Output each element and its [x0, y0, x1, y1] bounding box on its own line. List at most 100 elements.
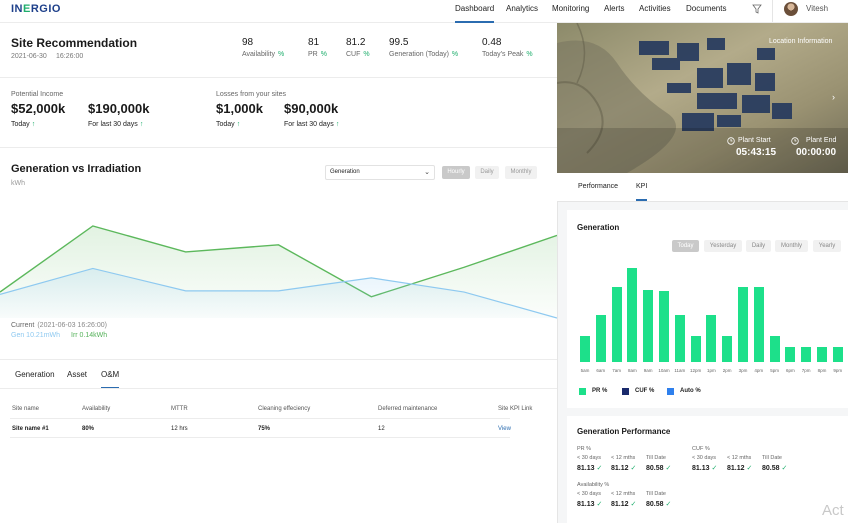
irradiation-line: [0, 267, 557, 319]
legend-label-cuf: CUF %: [635, 388, 655, 394]
kpi-cuf-value: 81.2: [346, 37, 366, 48]
bar-7pm[interactable]: [801, 347, 812, 362]
cell-site-name: Site name #1: [12, 426, 49, 432]
generation-line: [0, 225, 557, 298]
check-icon: ✓: [630, 501, 637, 508]
x-tick-label: 3pm: [738, 368, 748, 373]
avatar[interactable]: [784, 2, 798, 16]
legend-swatch-cuf: [622, 388, 629, 395]
range-monthly[interactable]: Monthly: [505, 166, 537, 179]
kpi-availability-label: Availability%: [242, 51, 284, 58]
bar-5am[interactable]: [580, 336, 590, 362]
username[interactable]: Vitesh: [806, 4, 829, 13]
x-tick-label: 2pm: [722, 368, 732, 373]
bar-7am[interactable]: [611, 287, 622, 362]
nav-alerts[interactable]: Alerts: [604, 4, 625, 13]
bar-6pm[interactable]: [785, 347, 796, 362]
view-link[interactable]: View: [498, 426, 511, 432]
cell-deferred: 12: [378, 426, 385, 432]
clock-icon: [727, 137, 735, 145]
bar-8am[interactable]: [627, 268, 638, 362]
perf-value-text: 80.58: [646, 501, 664, 508]
plant-start-label: Plant Start: [738, 137, 771, 144]
chevron-right-icon[interactable]: ›: [832, 92, 835, 102]
bar-1pm[interactable]: [706, 315, 717, 362]
range-yearly[interactable]: Yearly: [813, 240, 841, 252]
check-icon: ✓: [630, 465, 637, 472]
location-info-link[interactable]: Location Information: [769, 38, 833, 45]
bar-11am[interactable]: [674, 315, 685, 362]
check-icon: ✓: [781, 465, 788, 472]
chevron-down-icon: ⌄: [424, 169, 430, 176]
col-availability: Availability: [82, 406, 111, 412]
bar-6am[interactable]: [595, 315, 606, 362]
x-tick-label: 1pm: [707, 368, 716, 373]
bar-4pm[interactable]: [753, 287, 764, 362]
nav-analytics[interactable]: Analytics: [506, 4, 539, 13]
perf-value-text: 81.13: [577, 501, 595, 508]
x-tick-label: 7am: [612, 368, 621, 373]
tab-om[interactable]: O&M: [101, 370, 120, 389]
kpi-peak-text: Today's Peak: [482, 51, 524, 58]
current-timestamp: (2021-06-03 16:26:00): [37, 322, 108, 329]
x-tick-label: 8am: [628, 368, 637, 373]
metric-select-value: Generation: [330, 169, 360, 175]
x-tick-label: 9pm: [833, 368, 843, 373]
divider: [0, 388, 557, 389]
divider: [0, 147, 557, 148]
perf-value-text: 80.58: [762, 465, 780, 472]
tab-kpi[interactable]: KPI: [636, 183, 648, 201]
perf-value-text: 81.12: [611, 465, 629, 472]
tab-asset[interactable]: Asset: [67, 370, 88, 379]
irradiation-area: [0, 268, 557, 318]
check-icon: ✓: [596, 501, 603, 508]
x-tick-label: 4pm: [754, 368, 764, 373]
x-tick-label: 6pm: [786, 368, 795, 373]
potential-income-label: Potential Income: [11, 91, 64, 98]
range-hourly[interactable]: Hourly: [442, 166, 470, 179]
filter-icon[interactable]: [752, 4, 762, 14]
nav-monitoring[interactable]: Monitoring: [552, 4, 590, 13]
up-arrow-icon: ↑: [236, 121, 241, 128]
irr-current-value: Irr 0.14kWh: [71, 332, 108, 339]
perf-col-label: < 30 days: [577, 455, 602, 461]
metric-select[interactable]: Generation ⌄: [325, 165, 435, 180]
kpi-cuf-label: CUF%: [346, 51, 370, 58]
perf-value: 81.13 ✓: [692, 464, 717, 472]
bar-3pm[interactable]: [738, 287, 748, 362]
losses-30d-value: $90,000k: [284, 101, 339, 116]
bar-8pm[interactable]: [817, 347, 827, 362]
site-satellite-map[interactable]: [557, 23, 848, 173]
inergio-logo[interactable]: INERGIO: [11, 3, 61, 15]
range-yesterday[interactable]: Yesterday: [704, 240, 742, 252]
x-tick-label: 8pm: [817, 368, 827, 373]
range-daily[interactable]: Daily: [475, 166, 499, 179]
chart-title: Generation vs Irradiation: [11, 163, 142, 175]
cell-availability: 80%: [82, 426, 95, 432]
perf-col-label: Till Date: [646, 491, 666, 497]
check-icon: ✓: [665, 465, 672, 472]
tab-performance[interactable]: Performance: [578, 183, 619, 190]
check-icon: ✓: [665, 501, 672, 508]
bar-9pm[interactable]: [832, 347, 843, 362]
kpi-availability-text: Availability: [242, 51, 275, 58]
nav-activities[interactable]: Activities: [639, 4, 671, 13]
bar-5pm[interactable]: [769, 336, 780, 362]
col-site-kpi-link: Site KPI Link: [498, 406, 533, 412]
nav-dashboard[interactable]: Dashboard: [455, 0, 495, 23]
nav-documents[interactable]: Documents: [686, 4, 727, 13]
x-tick-label: 10am: [658, 368, 670, 373]
bar-12pm[interactable]: [690, 336, 701, 362]
bar-2pm[interactable]: [722, 336, 733, 362]
bar-9am[interactable]: [643, 290, 654, 362]
range-today[interactable]: Today: [672, 240, 699, 252]
range-daily-r[interactable]: Daily: [746, 240, 771, 252]
perf-value: 81.12 ✓: [611, 500, 636, 508]
bar-10am[interactable]: [659, 291, 669, 362]
kpi-peak-unit: %: [526, 51, 533, 58]
perf-value: 81.12 ✓: [611, 464, 636, 472]
kpi-availability-unit: %: [277, 51, 285, 58]
range-monthly-r[interactable]: Monthly: [775, 240, 808, 252]
tab-generation[interactable]: Generation: [15, 370, 55, 379]
x-tick-label: 9am: [643, 368, 653, 373]
